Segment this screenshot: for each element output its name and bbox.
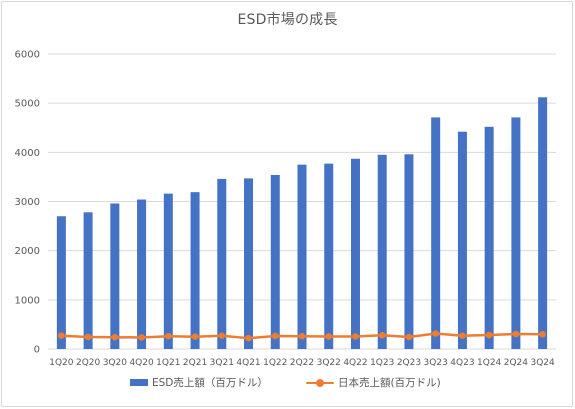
bar [297, 164, 307, 349]
bar [457, 131, 467, 349]
legend-label-esd: ESD売上額（百万ドル） [152, 377, 268, 389]
y-axis-ticks: 0 1000 2000 3000 4000 5000 6000 [15, 50, 40, 356]
x-tick-label: 1Q23 [370, 358, 394, 368]
chart-title: ESD市場の成長 [237, 12, 338, 28]
x-tick-label: 1Q22 [263, 358, 287, 368]
bar [324, 163, 334, 349]
line-point [58, 332, 65, 340]
line-point [245, 334, 252, 342]
line-point [485, 331, 493, 339]
line-point [111, 333, 119, 341]
bar [190, 192, 200, 349]
y-tick-label: 1000 [15, 295, 40, 306]
bar [83, 212, 93, 349]
line-point [325, 333, 333, 340]
legend-line-swatch [306, 378, 334, 388]
line-point [459, 332, 466, 340]
bar [511, 117, 521, 349]
bar [110, 203, 120, 349]
bar [350, 158, 360, 349]
line-series [58, 330, 546, 342]
bar [217, 178, 227, 349]
line-point [512, 330, 520, 338]
x-tick-label: 4Q23 [450, 358, 474, 368]
bar [163, 193, 173, 349]
x-tick-label: 4Q22 [343, 358, 367, 368]
x-tick-label: 3Q24 [530, 358, 555, 368]
line-point [165, 332, 172, 340]
bar [484, 126, 494, 350]
x-tick-label: 1Q24 [477, 358, 502, 368]
x-tick-label: 1Q20 [49, 358, 74, 368]
bar [244, 178, 254, 349]
line-point [539, 330, 546, 338]
legend: ESD売上額（百万ドル） 日本売上額(百万ドル) [0, 375, 575, 391]
bar-series [56, 97, 548, 350]
line-point [218, 332, 226, 340]
line-point [84, 333, 92, 341]
x-tick-label: 3Q23 [424, 358, 448, 368]
x-tick-label: 1Q21 [156, 358, 180, 368]
y-tick-label: 3000 [15, 197, 40, 208]
line-point [298, 332, 306, 340]
line-point [138, 334, 145, 341]
line-point [432, 330, 439, 337]
x-tick-label: 2Q24 [504, 358, 529, 368]
y-tick-label: 2000 [15, 246, 40, 257]
x-tick-label: 3Q21 [210, 358, 234, 368]
legend-item-japan: 日本売上額(百万ドル) [306, 375, 441, 390]
y-tick-label: 0 [34, 345, 40, 356]
x-tick-label: 2Q23 [397, 358, 421, 368]
line-point [352, 333, 359, 340]
legend-item-esd: ESD売上額（百万ドル） [130, 375, 268, 390]
x-axis-ticks: 1Q20 2Q20 3Q20 4Q20 1Q21 2Q21 3Q21 4Q21 1Q22 2Q22… [49, 358, 555, 368]
x-tick-label: 3Q20 [103, 358, 128, 368]
x-tick-label: 2Q21 [183, 358, 207, 368]
bar [538, 97, 548, 350]
bar [137, 199, 147, 349]
y-tick-label: 5000 [15, 99, 40, 110]
x-tick-label: 3Q22 [317, 358, 341, 368]
y-tick-label: 6000 [15, 50, 40, 61]
line-point [378, 331, 386, 339]
x-tick-label: 2Q22 [290, 358, 314, 368]
bar [431, 117, 441, 349]
line-point [271, 332, 279, 340]
x-tick-label: 4Q21 [236, 358, 260, 368]
x-tick-label: 2Q20 [76, 358, 101, 368]
bar [404, 154, 414, 349]
y-tick-label: 4000 [15, 148, 40, 159]
bar [377, 154, 387, 349]
bar [56, 216, 66, 349]
legend-bar-swatch [130, 379, 148, 386]
legend-label-japan: 日本売上額(百万ドル) [338, 377, 441, 389]
x-tick-label: 4Q20 [129, 358, 154, 368]
line-point [405, 333, 413, 341]
line-point [191, 333, 199, 341]
bar [270, 174, 280, 349]
